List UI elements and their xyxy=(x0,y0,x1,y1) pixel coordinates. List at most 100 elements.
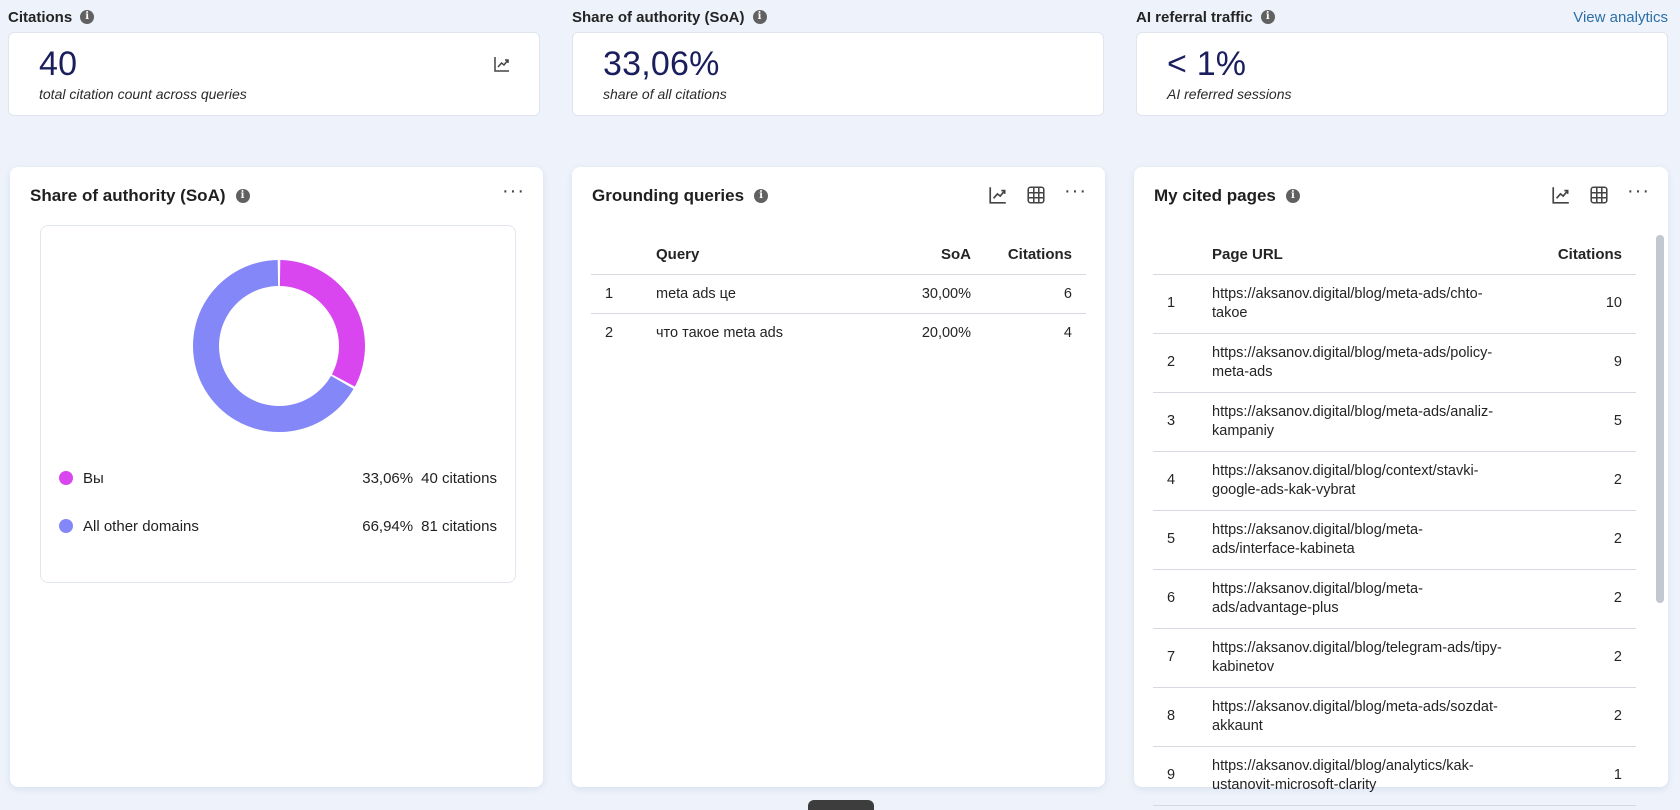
row-index: 9 xyxy=(1153,746,1212,806)
table-row[interactable]: 1 https://aksanov.digital/blog/meta-ads/c… xyxy=(1153,274,1636,334)
row-index: 2 xyxy=(1153,333,1212,393)
kpi-label: Share of authority (SoA) xyxy=(572,8,745,26)
more-options-icon[interactable]: ··· xyxy=(502,180,525,202)
trend-chart-icon[interactable] xyxy=(1551,185,1571,205)
table-row[interactable]: 5 https://aksanov.digital/blog/meta-ads/i… xyxy=(1153,510,1636,570)
column-header-page-url[interactable]: Page URL xyxy=(1212,235,1542,275)
citations-cell: 2 xyxy=(1542,687,1636,747)
table-row[interactable]: 8 https://aksanov.digital/blog/meta-ads/s… xyxy=(1153,687,1636,747)
table-grid-icon[interactable] xyxy=(1589,185,1609,205)
column-header-citations[interactable]: Citations xyxy=(1542,235,1636,275)
legend-label: All other domains xyxy=(83,517,199,535)
table-row[interactable]: 3 https://aksanov.digital/blog/meta-ads/a… xyxy=(1153,392,1636,452)
citations-cell: 10 xyxy=(1542,274,1636,334)
soa-panel: Share of authority (SoA) i ··· Вы 33,06%… xyxy=(10,167,543,787)
scrollbar-thumb[interactable] xyxy=(1656,235,1664,603)
panel-title-text: Share of authority (SoA) xyxy=(30,186,226,205)
column-header-citations[interactable]: Citations xyxy=(971,235,1086,275)
citations-cell: 4 xyxy=(1063,324,1072,341)
row-index: 3 xyxy=(1153,392,1212,452)
page-url-cell[interactable]: https://aksanov.digital/blog/meta-ads/po… xyxy=(1212,333,1542,393)
query-cell: что такое meta ads xyxy=(656,324,783,341)
legend-citations: 40 citations xyxy=(421,469,497,487)
info-icon[interactable]: i xyxy=(752,10,767,24)
panel-title-text: My cited pages xyxy=(1154,186,1276,205)
info-icon[interactable]: i xyxy=(1285,189,1300,203)
legend-label: Вы xyxy=(83,469,104,487)
row-index: 2 xyxy=(605,324,614,341)
column-header-soa[interactable]: SoA xyxy=(866,235,971,275)
drag-handle[interactable] xyxy=(808,800,874,810)
donut-chart-container: Вы 33,06% 40 citations All other domains… xyxy=(40,225,516,583)
info-icon[interactable]: i xyxy=(235,189,250,203)
legend-dot-icon xyxy=(59,471,73,485)
legend-citations: 81 citations xyxy=(421,517,497,535)
page-url-cell[interactable]: https://aksanov.digital/blog/telegram-ad… xyxy=(1212,628,1542,688)
panel-title: My cited pages i xyxy=(1154,185,1300,207)
table-row[interactable]: 2 https://aksanov.digital/blog/meta-ads/p… xyxy=(1153,333,1636,393)
page-url-cell[interactable]: https://aksanov.digital/blog/meta-ads/so… xyxy=(1212,687,1542,747)
legend-percent: 66,94% xyxy=(362,517,414,535)
legend-percent: 33,06% xyxy=(362,469,414,487)
query-cell: meta ads це xyxy=(656,274,866,314)
citations-cell: 2 xyxy=(1542,510,1636,570)
kpi-ai-referral-traffic: AI referral traffic i View analytics < 1… xyxy=(1136,0,1668,118)
trend-chart-icon[interactable] xyxy=(988,185,1008,205)
kpi-header: Citations i xyxy=(8,0,540,34)
table-row[interactable]: 6 https://aksanov.digital/blog/meta-ads/a… xyxy=(1153,569,1636,629)
table-row[interactable]: 1 meta ads це 30,00% 6 xyxy=(591,274,1086,314)
kpi-card: < 1% AI referred sessions xyxy=(1136,32,1668,116)
kpi-share-of-authority: Share of authority (SoA) i 33,06% share … xyxy=(572,0,1104,118)
legend-item-other-domains[interactable]: All other domains 66,94% 81 citations xyxy=(59,514,497,538)
donut-chart xyxy=(193,260,365,432)
info-icon[interactable]: i xyxy=(1260,10,1275,24)
table-row[interactable]: 9 https://aksanov.digital/blog/analytics/… xyxy=(1153,746,1636,806)
column-header-index xyxy=(591,235,656,275)
table-header-row: Page URL Citations xyxy=(1153,235,1636,275)
page-url-cell[interactable]: https://aksanov.digital/blog/meta-ads/ch… xyxy=(1212,274,1542,334)
table-row[interactable]: 2 что такое meta ads 20,00% 4 xyxy=(591,313,1086,352)
panel-title-text: Grounding queries xyxy=(592,186,745,205)
citations-cell: 1 xyxy=(1542,746,1636,806)
page-url-cell[interactable]: https://aksanov.digital/blog/meta-ads/ad… xyxy=(1212,569,1542,629)
cited-pages-table-body: 1 https://aksanov.digital/blog/meta-ads/c… xyxy=(1153,274,1636,806)
kpi-value: < 1% xyxy=(1167,45,1247,83)
column-header-query[interactable]: Query xyxy=(656,235,866,275)
kpi-citations: Citations i 40 total citation count acro… xyxy=(8,0,540,118)
donut-slice-other-domains[interactable] xyxy=(193,260,354,432)
kpi-label: Citations xyxy=(8,8,73,26)
table-row[interactable]: 4 https://aksanov.digital/blog/context/st… xyxy=(1153,451,1636,511)
cited-pages-table: Page URL Citations 1 https://aksanov.digi… xyxy=(1153,235,1636,806)
page-url-cell[interactable]: https://aksanov.digital/blog/analytics/k… xyxy=(1212,746,1542,806)
row-index: 8 xyxy=(1153,687,1212,747)
soa-cell: 30,00% xyxy=(866,274,971,314)
trend-chart-icon[interactable] xyxy=(493,55,511,73)
legend-item-you[interactable]: Вы 33,06% 40 citations xyxy=(59,466,497,490)
info-icon[interactable]: i xyxy=(754,189,769,203)
panel-title: Share of authority (SoA) i xyxy=(30,185,250,207)
info-icon[interactable]: i xyxy=(80,10,95,24)
citations-cell: 6 xyxy=(971,274,1086,314)
kpi-value: 40 xyxy=(39,45,78,83)
soa-cell: 20,00% xyxy=(921,324,971,341)
panel-toolbar: ··· xyxy=(988,180,1087,207)
donut-slice-you[interactable] xyxy=(279,260,365,387)
view-analytics-link[interactable]: View analytics xyxy=(1573,8,1668,26)
citations-cell: 5 xyxy=(1542,392,1636,452)
kpi-subtitle: share of all citations xyxy=(603,86,727,102)
page-url-cell[interactable]: https://aksanov.digital/blog/context/sta… xyxy=(1212,451,1542,511)
more-options-icon[interactable]: ··· xyxy=(1627,180,1650,202)
row-index: 1 xyxy=(591,274,656,314)
table-grid-icon[interactable] xyxy=(1026,185,1046,205)
row-index: 6 xyxy=(1153,569,1212,629)
kpi-header: AI referral traffic i View analytics xyxy=(1136,0,1668,34)
table-row[interactable]: 7 https://aksanov.digital/blog/telegram-a… xyxy=(1153,628,1636,688)
more-options-icon[interactable]: ··· xyxy=(1064,180,1087,202)
panel-title: Grounding queries i xyxy=(592,185,769,207)
kpi-card: 40 total citation count across queries xyxy=(8,32,540,116)
row-index: 1 xyxy=(1153,274,1212,334)
page-url-cell[interactable]: https://aksanov.digital/blog/meta-ads/in… xyxy=(1212,510,1542,570)
table-header-row: Query SoA Citations xyxy=(591,235,1086,275)
kpi-card: 33,06% share of all citations xyxy=(572,32,1104,116)
page-url-cell[interactable]: https://aksanov.digital/blog/meta-ads/an… xyxy=(1212,392,1542,452)
